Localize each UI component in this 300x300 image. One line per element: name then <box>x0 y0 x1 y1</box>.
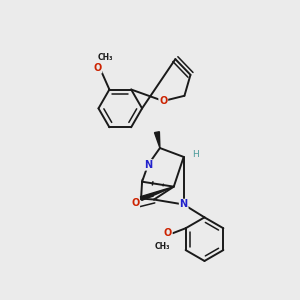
Text: O: O <box>164 228 172 238</box>
Polygon shape <box>154 132 160 148</box>
Text: CH₃: CH₃ <box>155 242 171 251</box>
Text: H: H <box>193 151 200 160</box>
Polygon shape <box>140 187 174 200</box>
Text: O: O <box>131 199 139 208</box>
Text: CH₃: CH₃ <box>98 53 113 62</box>
Text: N: N <box>180 200 188 209</box>
Text: N: N <box>144 160 152 170</box>
Text: O: O <box>159 96 167 106</box>
Text: O: O <box>93 63 102 73</box>
